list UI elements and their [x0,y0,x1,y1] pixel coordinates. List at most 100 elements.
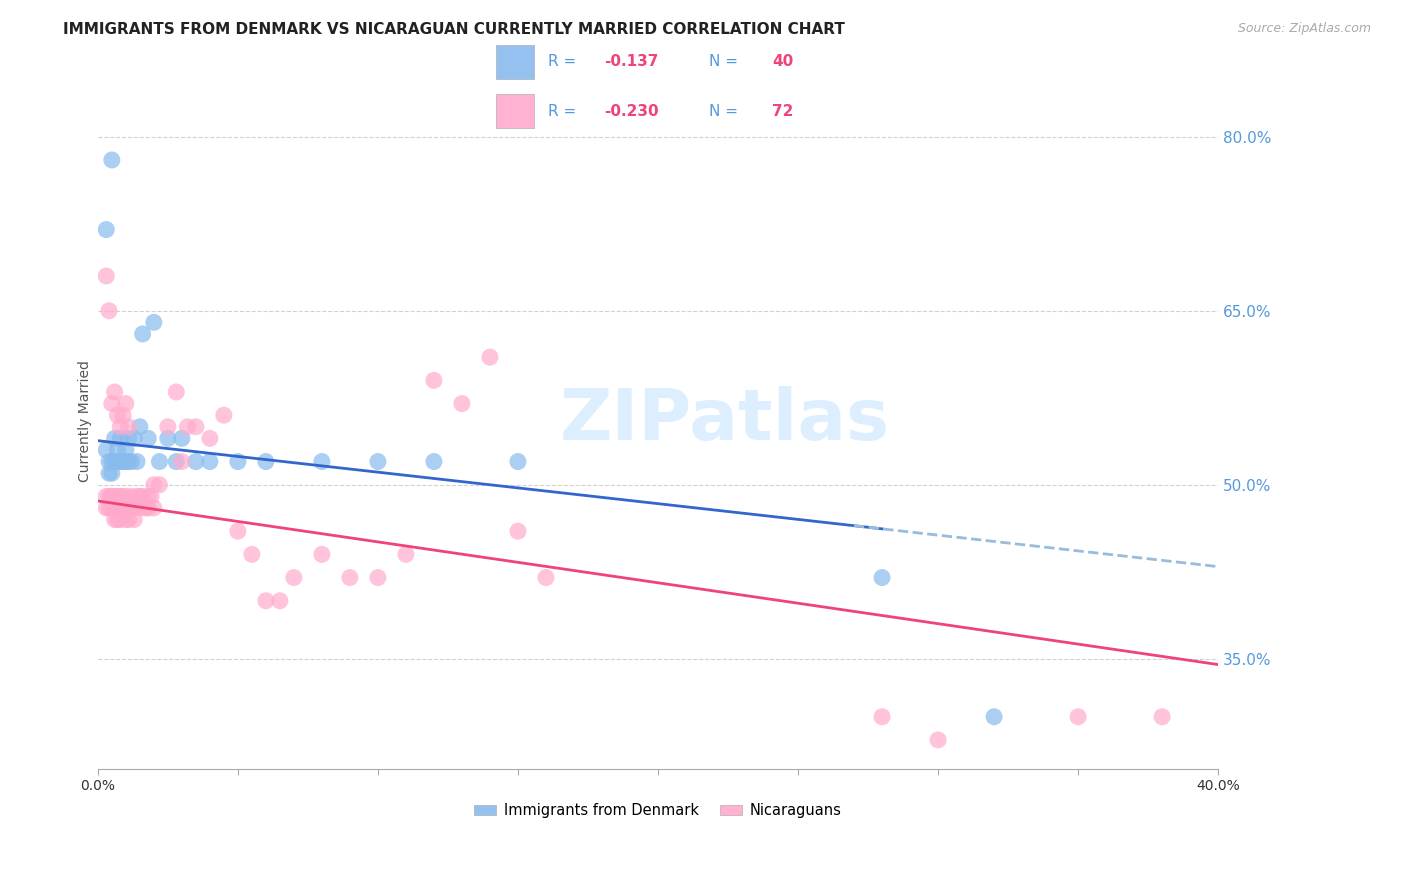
Point [478,350,501,364]
Point [120,500,142,515]
Point [96,442,118,457]
Point [114,396,136,410]
Point [107,442,129,457]
Point [184,419,207,434]
Point [96,500,118,515]
Point [148,454,170,468]
Text: -0.230: -0.230 [605,103,659,119]
Point [114,454,136,468]
Point [870,710,893,724]
Point [117,500,139,515]
Point [98,303,121,318]
Text: IMMIGRANTS FROM DENMARK VS NICARAGUAN CURRENTLY MARRIED CORRELATION CHART: IMMIGRANTS FROM DENMARK VS NICARAGUAN CU… [63,22,845,37]
Point [112,454,135,468]
Point [128,500,150,515]
Point [128,489,150,503]
Point [927,733,949,747]
Point [1067,710,1090,724]
Point [117,419,139,434]
Text: 72: 72 [772,103,793,119]
Point [184,454,207,468]
Point [1152,710,1174,724]
Point [101,153,124,167]
Point [110,512,132,526]
Point [139,489,162,503]
Point [254,454,277,468]
Point [98,466,121,480]
Point [198,431,221,445]
Point [311,547,333,561]
Point [128,419,150,434]
Point [983,710,1005,724]
Point [98,454,121,468]
Point [142,500,165,515]
Point [96,489,118,503]
Point [107,454,129,468]
Point [107,512,129,526]
FancyBboxPatch shape [496,45,533,78]
Point [101,489,124,503]
Legend: Immigrants from Denmark, Nicaraguans: Immigrants from Denmark, Nicaraguans [468,797,848,824]
Point [117,431,139,445]
Point [117,454,139,468]
Point [104,431,127,445]
Point [122,500,145,515]
Point [367,570,389,584]
Point [104,384,127,399]
Point [156,431,179,445]
Point [98,500,121,515]
Point [423,373,446,387]
Text: R =: R = [548,103,582,119]
Point [98,489,121,503]
Point [112,489,135,503]
Point [104,454,127,468]
Point [254,593,277,607]
Point [112,500,135,515]
Point [198,454,221,468]
Point [110,419,132,434]
Point [240,547,263,561]
Point [339,570,361,584]
Point [112,408,135,422]
Text: ZIPatlas: ZIPatlas [560,386,890,456]
Point [311,454,333,468]
Point [114,489,136,503]
Text: R =: R = [548,54,582,70]
Point [114,442,136,457]
Point [114,500,136,515]
Point [870,570,893,584]
Point [212,408,235,422]
Point [117,512,139,526]
Point [125,489,148,503]
Point [107,500,129,515]
Point [107,408,129,422]
FancyBboxPatch shape [496,95,533,128]
Point [101,489,124,503]
Point [226,454,249,468]
Point [176,419,198,434]
Point [142,477,165,491]
Point [120,454,142,468]
Point [283,570,305,584]
Point [367,454,389,468]
Point [101,396,124,410]
Point [131,326,153,341]
Point [170,454,193,468]
Point [101,500,124,515]
Point [114,512,136,526]
Point [104,489,127,503]
Point [423,454,446,468]
Point [96,222,118,236]
Point [134,500,156,515]
Point [110,489,132,503]
Point [107,489,129,503]
Point [101,466,124,480]
Point [104,512,127,526]
Point [395,547,418,561]
Point [110,500,132,515]
Text: Source: ZipAtlas.com: Source: ZipAtlas.com [1237,22,1371,36]
Point [148,477,170,491]
Point [122,431,145,445]
Text: -0.137: -0.137 [605,54,658,70]
Point [269,593,291,607]
